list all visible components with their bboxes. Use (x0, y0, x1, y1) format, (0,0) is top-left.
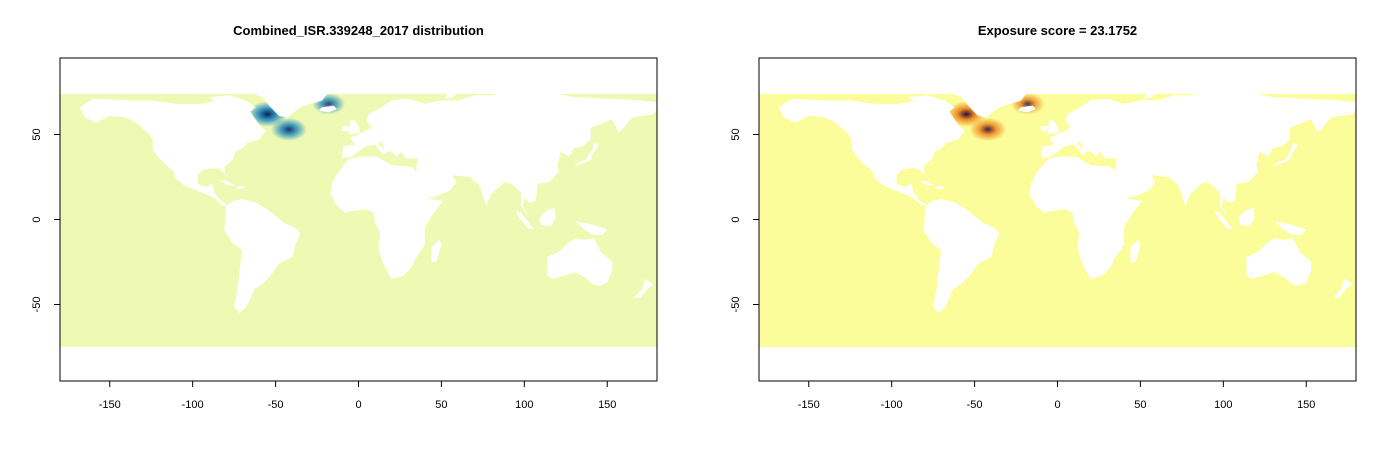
exposure-map-chart: Exposure score = 23.1752 -150 -100 -50 0 50 10… (730, 23, 1357, 411)
hotspot-2 (969, 117, 1007, 142)
land-sumatra (1215, 211, 1234, 230)
y-tick-label: 0 (730, 216, 742, 222)
chart-title: Exposure score = 23.1752 (978, 23, 1137, 38)
hotspot-2 (270, 117, 307, 141)
land-arctic-cap (759, 58, 1356, 94)
left-panel: Combined_ISR.339248_2017 distribution -15… (31, 23, 658, 411)
land-australia (1246, 238, 1312, 286)
land-africa (330, 156, 444, 279)
x-tick-label: 0 (1054, 399, 1060, 411)
y-tick-label: -50 (730, 297, 742, 313)
land-south-america (224, 199, 301, 313)
land-cuba (217, 180, 236, 186)
land-iceland (318, 105, 337, 113)
land-cuba (916, 180, 935, 186)
land-ireland (1040, 126, 1048, 132)
y-tick-label: 50 (31, 128, 43, 140)
x-tick-label: -100 (182, 399, 204, 411)
land-madagascar (1130, 239, 1141, 262)
land-layer (759, 58, 1356, 381)
land-scandinavia (1065, 98, 1108, 125)
land-uk (348, 119, 361, 135)
land-antarctica (60, 347, 657, 381)
distribution-map-chart: Combined_ISR.339248_2017 distribution -15… (31, 23, 658, 411)
land-arabia-fill (416, 163, 457, 198)
x-tick-label: -150 (99, 399, 121, 411)
x-tick-label: 150 (1297, 399, 1315, 411)
y-tick-label: 0 (31, 216, 43, 222)
land-new-guinea (1274, 221, 1307, 235)
chart-title: Combined_ISR.339248_2017 distribution (233, 23, 484, 38)
land-layer (60, 58, 657, 381)
land-arabia-fill (1115, 163, 1156, 198)
land-madagascar (431, 239, 442, 262)
land-hispaniola (934, 185, 945, 189)
land-hispaniola (235, 185, 246, 189)
y-tick-label: 50 (730, 128, 742, 140)
land-sumatra (516, 211, 535, 230)
x-tick-label: -100 (881, 399, 903, 411)
land-borneo (1238, 207, 1255, 227)
land-eurasia (341, 88, 657, 218)
land-baffin (209, 95, 256, 113)
right-panel: Exposure score = 23.1752 -150 -100 -50 0 50 10… (699, 0, 1399, 455)
land-australia (547, 238, 613, 286)
x-tick-label: -50 (268, 399, 284, 411)
x-tick-label: 150 (598, 399, 616, 411)
x-tick-label: -150 (798, 399, 820, 411)
x-tick-label: 100 (1214, 399, 1232, 411)
land-eurasia (1040, 88, 1356, 218)
land-antarctica (759, 347, 1356, 381)
land-new-guinea (575, 221, 608, 235)
land-ireland (341, 126, 349, 132)
land-borneo (539, 207, 556, 227)
land-new-zealand (633, 279, 654, 298)
land-baffin (908, 95, 955, 113)
y-tick-label: -50 (31, 297, 43, 313)
x-tick-label: -50 (967, 399, 983, 411)
x-tick-label: 50 (1134, 399, 1146, 411)
land-new-zealand (1332, 279, 1353, 298)
land-arctic-cap (60, 58, 657, 94)
land-scandinavia (366, 98, 409, 125)
x-tick-label: 100 (515, 399, 533, 411)
land-iceland (1017, 105, 1036, 113)
land-japan (1273, 143, 1298, 167)
x-tick-label: 50 (435, 399, 447, 411)
land-south-america (923, 199, 1000, 313)
land-africa (1029, 156, 1143, 279)
land-north-america (778, 95, 965, 206)
x-tick-label: 0 (355, 399, 361, 411)
land-uk (1047, 119, 1060, 135)
land-japan (574, 143, 599, 167)
land-north-america (79, 95, 266, 206)
